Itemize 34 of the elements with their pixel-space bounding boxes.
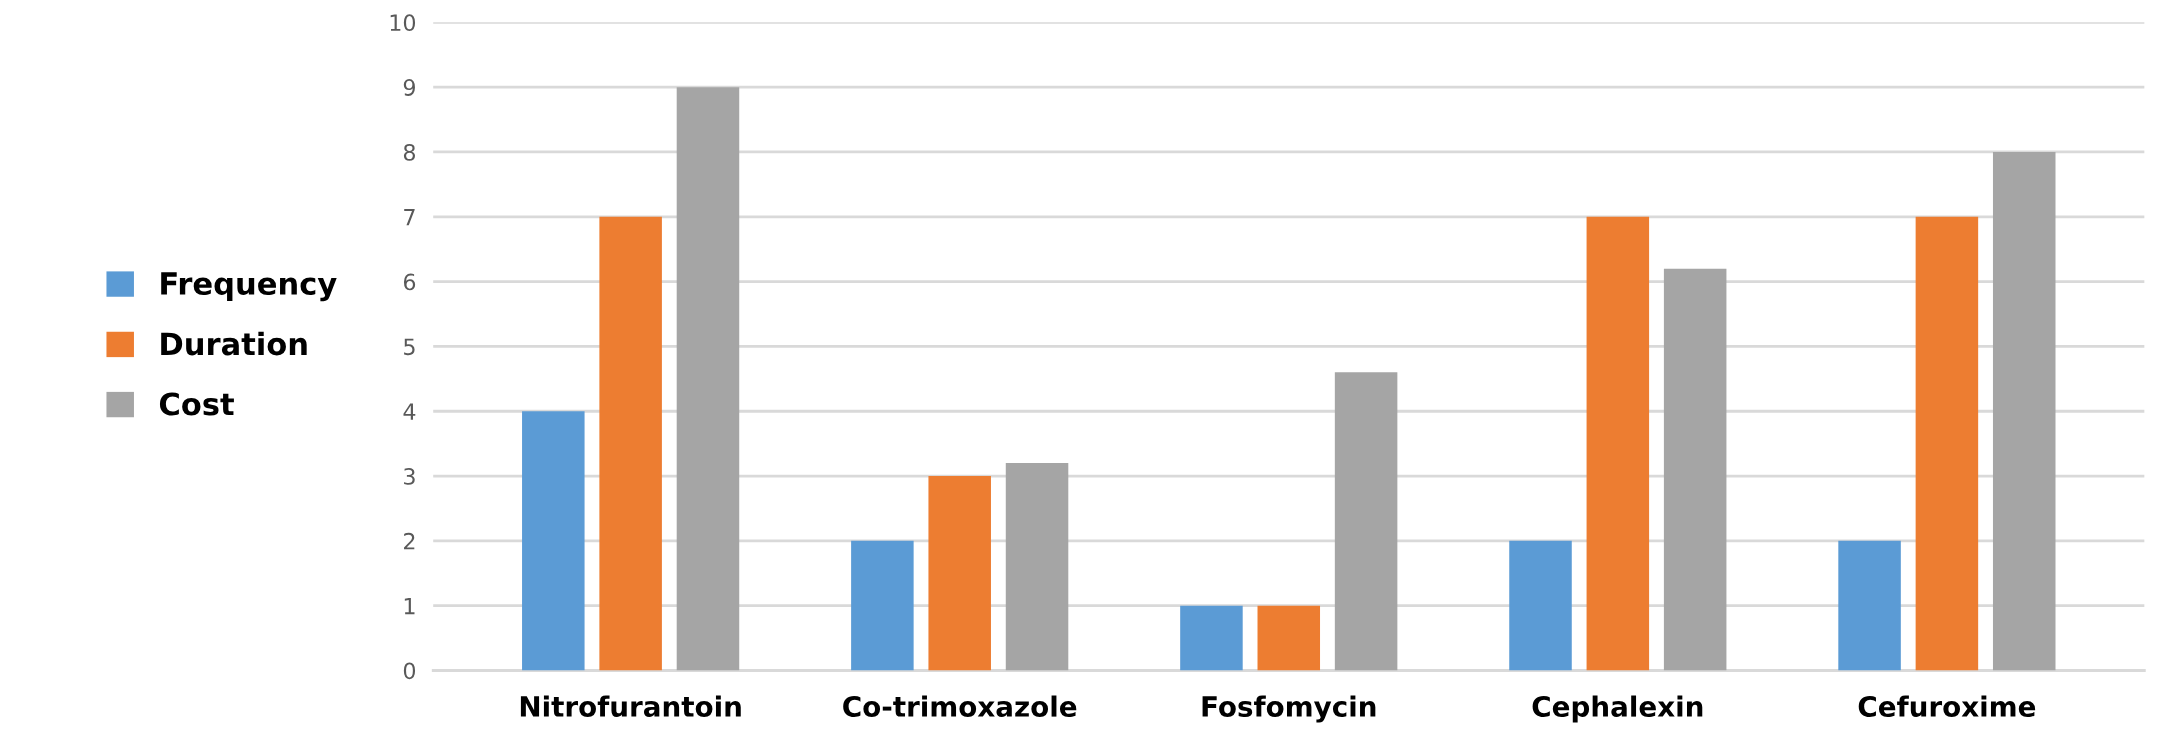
bar [1663,268,1727,671]
bar [1257,605,1321,671]
bar [928,476,991,671]
x-tick-label: Co-trimoxazole [843,695,1077,717]
y-tick-label: 4 [403,403,416,420]
y-tick-label: 3 [404,468,415,485]
legend-label: Frequency [161,272,337,302]
y-tick-label: 2 [404,532,415,550]
y-tick-label: 5 [404,338,415,356]
y-tick-label: 8 [403,143,416,161]
bar [1005,463,1069,671]
bar [1838,540,1901,671]
bar [1992,151,2056,671]
y-tick-label: 6 [403,273,416,291]
bar [1586,216,1650,671]
bar [1334,372,1398,671]
bar [676,87,740,671]
y-tick-label: 9 [403,79,415,96]
bar [1509,540,1572,671]
y-tick-label: 0 [403,662,416,680]
y-tick-label: 10 [390,14,416,32]
bar [851,540,914,671]
x-tick-label: Cephalexin [1532,695,1703,723]
bar [1915,216,1979,671]
legend-label: Duration [161,331,307,356]
x-tick-label: Fosfomycin [1202,695,1376,723]
y-tick-label: 7 [404,209,415,226]
x-tick-label: Cefuroxime [1858,695,2036,717]
bar [1180,605,1243,671]
y-tick-label: 1 [404,597,415,615]
bar [599,216,662,671]
x-tick-label: Nitrofurantoin [520,695,741,717]
bar [522,411,585,671]
legend-label: Cost [159,392,234,416]
